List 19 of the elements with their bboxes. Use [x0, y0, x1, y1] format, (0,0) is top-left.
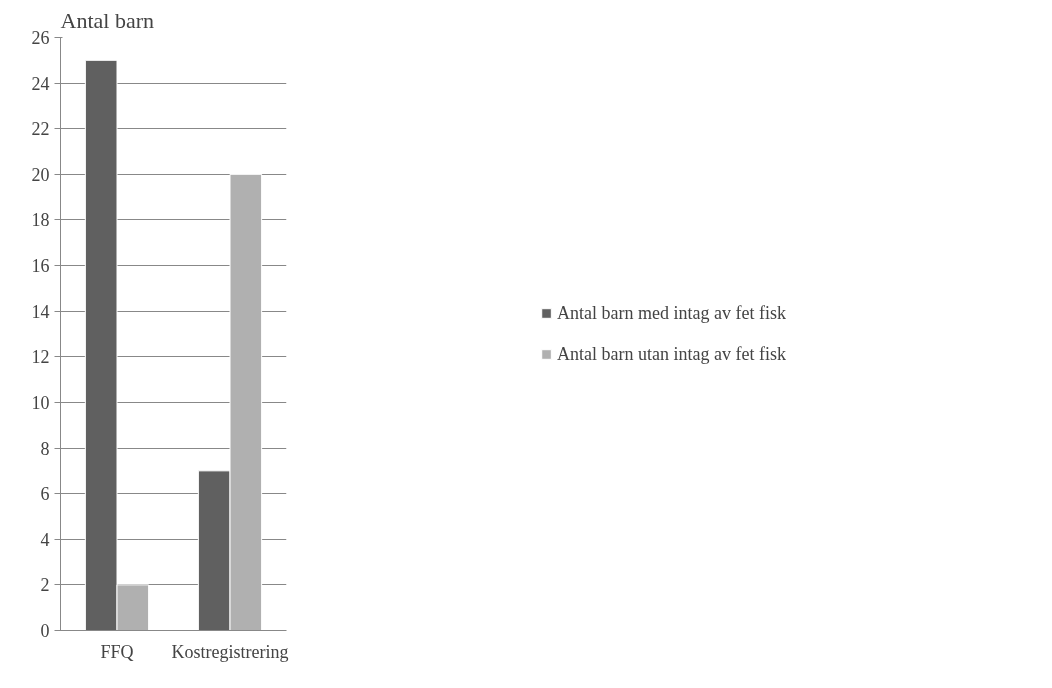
y-tick-label: 26 [31, 28, 50, 48]
y-tick-label: 14 [31, 301, 50, 322]
y-tick-label: 10 [31, 392, 50, 413]
y-tick-label: 4 [40, 529, 50, 550]
y-tick-label: 12 [31, 347, 50, 368]
chart-title: Antal barn [60, 7, 154, 33]
y-tick-label: 18 [31, 210, 50, 231]
legend-label: Antal barn utan intag av fet fisk [557, 343, 786, 365]
legend-label: Antal barn med intag av fet fisk [557, 302, 786, 324]
x-tick-label: FFQ [100, 641, 134, 662]
y-tick-label: 0 [40, 621, 50, 641]
y-tick-label: 24 [31, 73, 50, 94]
y-tick-label: 22 [31, 119, 50, 140]
y-tick-label: 16 [31, 256, 50, 277]
y-tick-label: 20 [31, 164, 50, 185]
y-tick-label: 6 [40, 484, 50, 505]
x-tick-label: Kostregistrering [171, 641, 289, 662]
y-tick-label: 2 [40, 575, 50, 596]
y-tick-label: 8 [40, 438, 50, 459]
